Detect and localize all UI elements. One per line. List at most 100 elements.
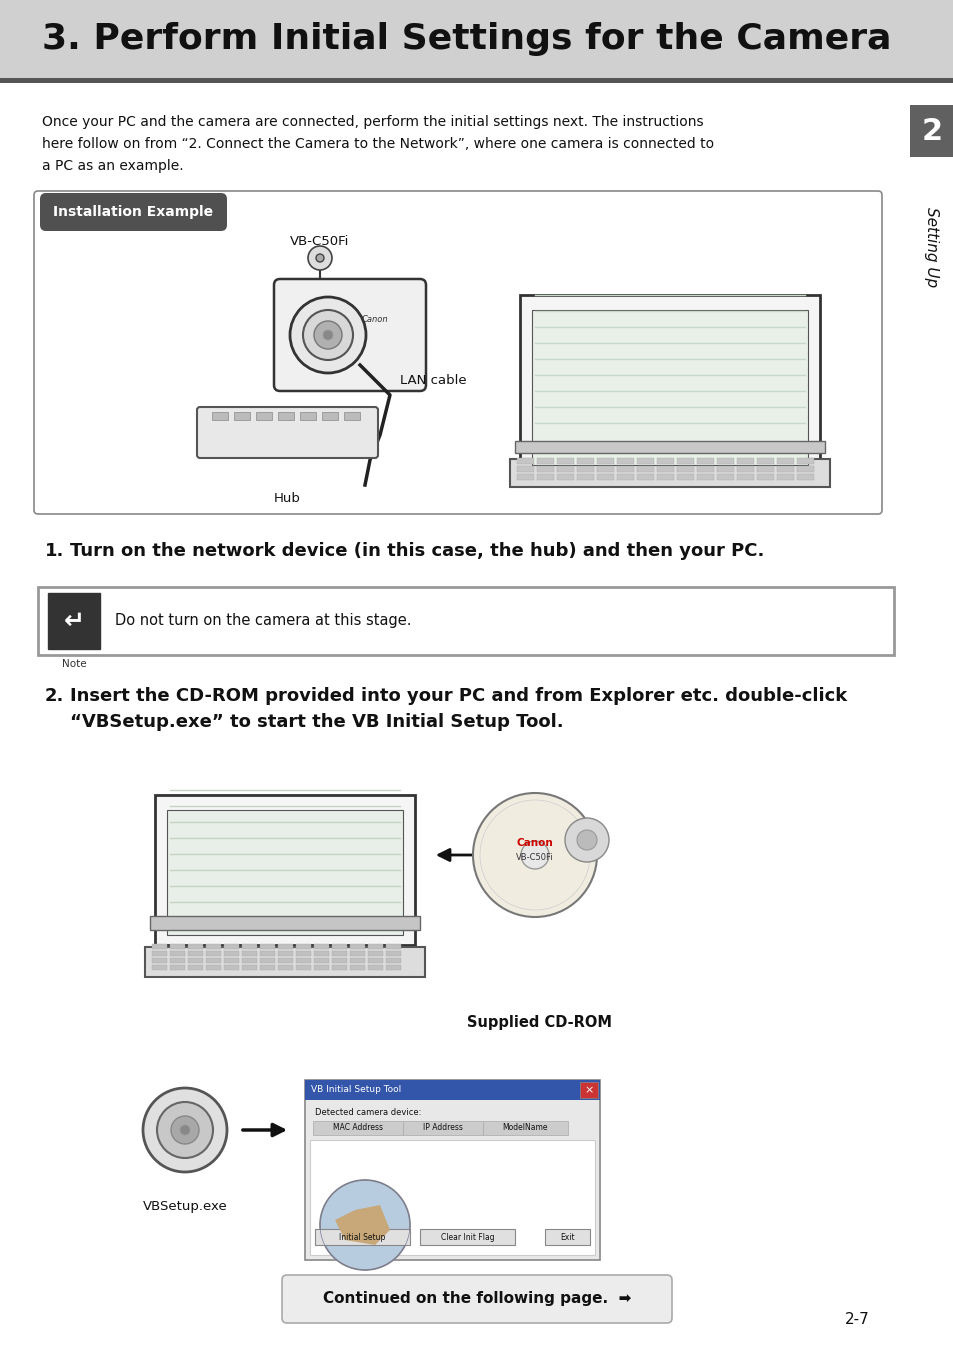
- Bar: [188, 959, 203, 963]
- Bar: [277, 965, 293, 969]
- Bar: [519, 295, 820, 475]
- Bar: [295, 950, 311, 956]
- Text: Insert the CD-ROM provided into your PC and from Explorer etc. double-click: Insert the CD-ROM provided into your PC …: [70, 687, 846, 704]
- Bar: [332, 959, 347, 963]
- Text: Setting Up: Setting Up: [923, 207, 939, 287]
- Bar: [617, 466, 634, 472]
- Bar: [295, 944, 311, 949]
- Bar: [314, 965, 329, 969]
- Text: 2: 2: [921, 116, 942, 146]
- Bar: [544, 1229, 589, 1245]
- Bar: [657, 466, 673, 472]
- Bar: [314, 950, 329, 956]
- Bar: [637, 475, 654, 480]
- Bar: [368, 944, 382, 949]
- Circle shape: [314, 320, 341, 349]
- Circle shape: [473, 794, 597, 917]
- Bar: [482, 1121, 567, 1134]
- Bar: [314, 944, 329, 949]
- Bar: [224, 944, 239, 949]
- Bar: [170, 959, 185, 963]
- Bar: [657, 475, 673, 480]
- Bar: [697, 466, 713, 472]
- Bar: [386, 965, 400, 969]
- Text: IP Address: IP Address: [422, 1124, 462, 1133]
- Bar: [517, 458, 534, 464]
- Bar: [224, 965, 239, 969]
- Circle shape: [171, 1115, 199, 1144]
- Bar: [909, 105, 953, 157]
- Bar: [260, 944, 274, 949]
- FancyBboxPatch shape: [196, 407, 377, 458]
- Text: Canon: Canon: [517, 838, 553, 848]
- Bar: [796, 466, 813, 472]
- Bar: [350, 950, 365, 956]
- Circle shape: [303, 310, 353, 360]
- Bar: [255, 412, 272, 420]
- Text: 1.: 1.: [45, 542, 64, 560]
- Bar: [757, 458, 773, 464]
- Circle shape: [180, 1125, 190, 1134]
- Bar: [314, 1229, 410, 1245]
- Bar: [332, 965, 347, 969]
- Text: Detected camera device:: Detected camera device:: [314, 1109, 421, 1117]
- Bar: [579, 1082, 598, 1098]
- Text: VB-C50Fi: VB-C50Fi: [290, 235, 349, 247]
- Bar: [557, 458, 574, 464]
- Bar: [188, 965, 203, 969]
- Bar: [295, 959, 311, 963]
- Text: Continued on the following page.  ➡: Continued on the following page. ➡: [322, 1291, 631, 1306]
- Bar: [617, 475, 634, 480]
- Bar: [48, 594, 100, 649]
- Bar: [188, 950, 203, 956]
- Bar: [386, 950, 400, 956]
- Bar: [637, 466, 654, 472]
- Bar: [796, 475, 813, 480]
- FancyBboxPatch shape: [34, 191, 882, 514]
- FancyBboxPatch shape: [40, 193, 227, 231]
- Bar: [597, 475, 614, 480]
- Bar: [368, 965, 382, 969]
- Text: Canon: Canon: [361, 315, 388, 324]
- Bar: [277, 944, 293, 949]
- Bar: [796, 458, 813, 464]
- Bar: [260, 950, 274, 956]
- Circle shape: [290, 297, 366, 373]
- Bar: [557, 466, 574, 472]
- Bar: [737, 466, 753, 472]
- Bar: [677, 458, 693, 464]
- Text: Exit: Exit: [559, 1233, 575, 1241]
- Bar: [386, 944, 400, 949]
- Bar: [697, 475, 713, 480]
- Text: Note: Note: [62, 658, 86, 669]
- Bar: [537, 466, 554, 472]
- Bar: [350, 944, 365, 949]
- Bar: [242, 944, 256, 949]
- Text: 3. Perform Initial Settings for the Camera: 3. Perform Initial Settings for the Came…: [42, 22, 890, 55]
- Circle shape: [577, 830, 597, 850]
- Bar: [677, 466, 693, 472]
- Bar: [206, 944, 221, 949]
- Text: a PC as an example.: a PC as an example.: [42, 160, 183, 173]
- Bar: [152, 950, 167, 956]
- Bar: [0, 78, 953, 82]
- Circle shape: [520, 841, 548, 869]
- Bar: [368, 959, 382, 963]
- Bar: [242, 965, 256, 969]
- Bar: [167, 810, 402, 936]
- Circle shape: [143, 1088, 227, 1172]
- Text: VB-C50Fi: VB-C50Fi: [516, 853, 554, 861]
- Bar: [532, 310, 807, 465]
- Bar: [510, 458, 829, 487]
- Bar: [310, 1140, 595, 1255]
- Bar: [717, 458, 733, 464]
- Text: Hub: Hub: [274, 492, 300, 506]
- Text: here follow on from “2. Connect the Camera to the Network”, where one camera is : here follow on from “2. Connect the Came…: [42, 137, 714, 151]
- Bar: [224, 959, 239, 963]
- Circle shape: [319, 1180, 410, 1270]
- Bar: [617, 458, 634, 464]
- Bar: [737, 475, 753, 480]
- Bar: [350, 959, 365, 963]
- Bar: [152, 944, 167, 949]
- Bar: [657, 458, 673, 464]
